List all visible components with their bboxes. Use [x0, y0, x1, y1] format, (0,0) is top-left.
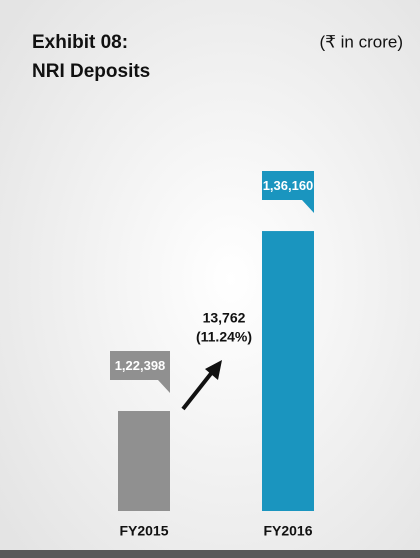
growth-arrow	[181, 369, 215, 411]
chart-title: Exhibit 08:	[32, 32, 128, 53]
x-tick-label: FY2016	[263, 523, 312, 539]
value-callout	[262, 171, 314, 214]
bar	[262, 231, 314, 511]
chart-subtitle: NRI Deposits	[32, 61, 150, 82]
annotation: (11.24%)	[196, 329, 252, 345]
annotation: 13,762	[203, 310, 246, 326]
value-label: 1,22,398	[115, 358, 166, 373]
unit-note: (₹ in crore)	[319, 32, 403, 51]
value-callout	[110, 350, 170, 393]
growth-arrowhead	[205, 360, 222, 380]
bar	[118, 410, 170, 511]
bottom-border	[0, 550, 420, 558]
value-label: 1,36,160	[263, 178, 314, 193]
x-tick-label: FY2015	[119, 523, 168, 539]
